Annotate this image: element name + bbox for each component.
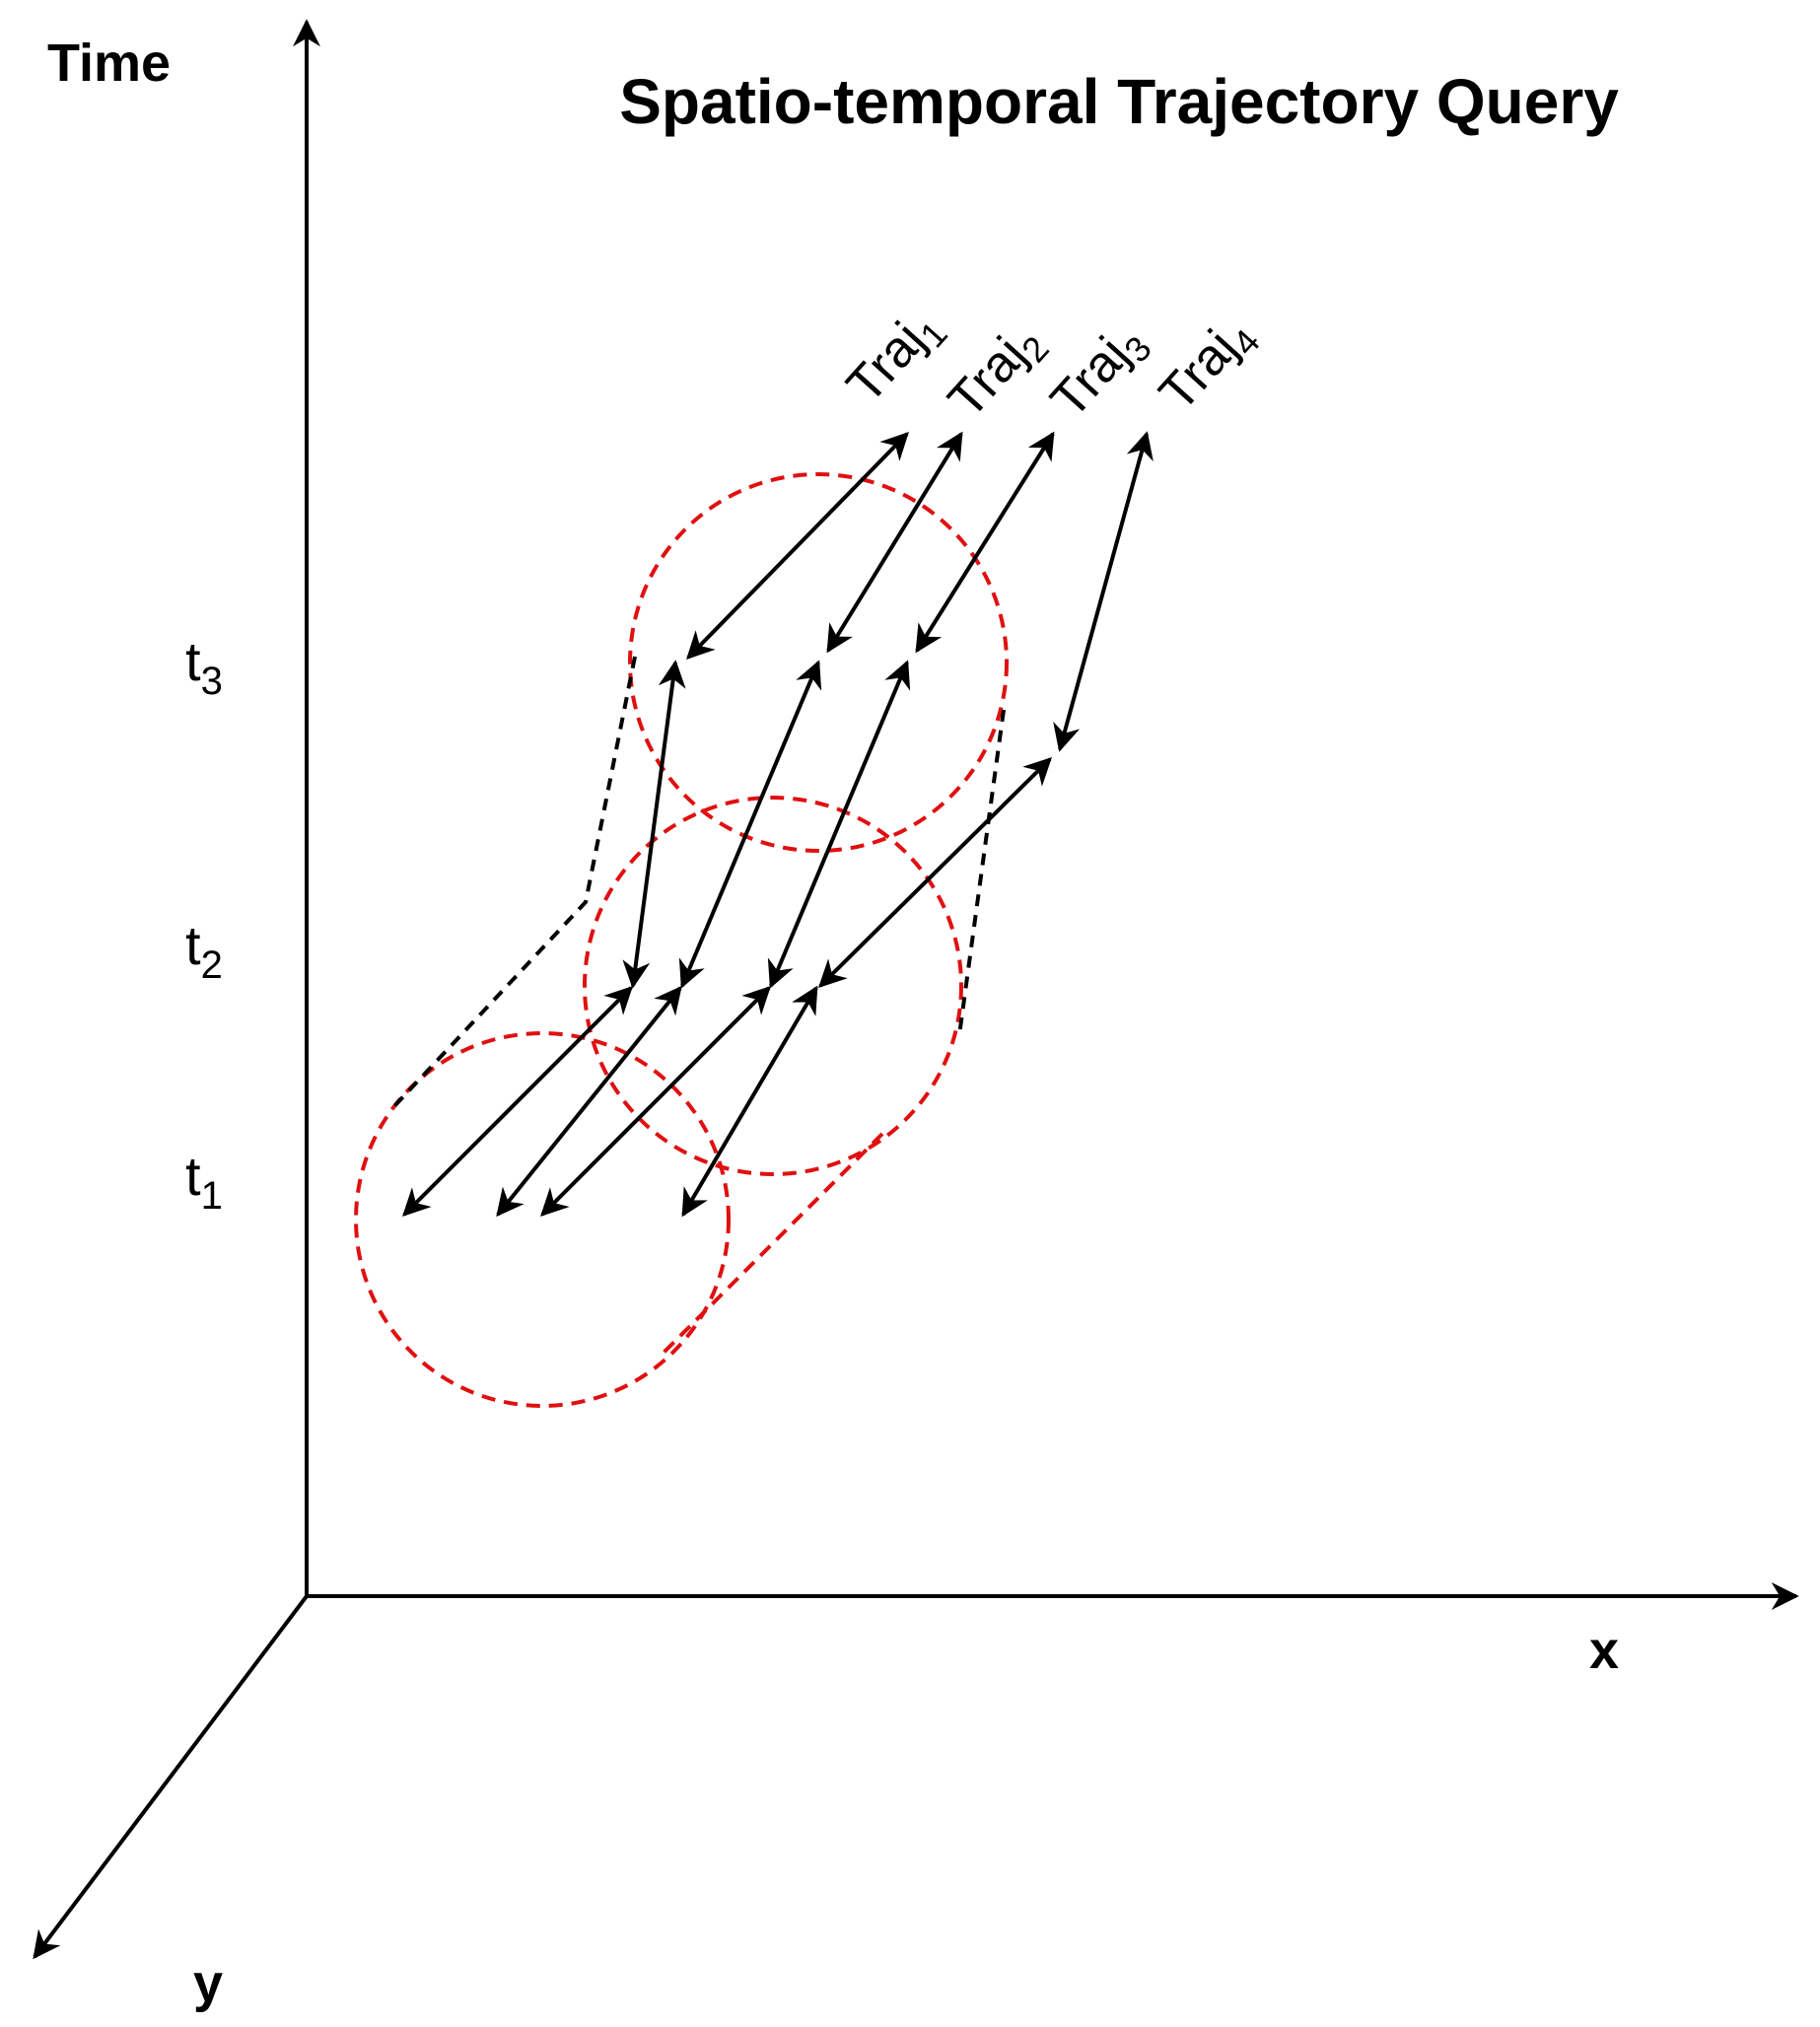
traj-label-2: Traj2 bbox=[938, 312, 1057, 434]
time-mark-sub: 3 bbox=[201, 660, 223, 703]
sweep-edge-left bbox=[392, 656, 637, 1108]
traj3-segment-to-label bbox=[915, 431, 1055, 654]
traj2-segment-t2-t3 bbox=[678, 660, 822, 989]
time-mark-base: t bbox=[185, 1145, 201, 1207]
time-mark-sub: 1 bbox=[201, 1174, 223, 1218]
traj1-segment-t2-t3 bbox=[622, 660, 686, 989]
time-mark-t2: t2 bbox=[185, 914, 223, 987]
traj4-segment-to-label bbox=[1053, 431, 1154, 752]
traj4-segment-t2-t3 bbox=[818, 757, 1052, 988]
time-marks: t1 t2 t3 bbox=[185, 630, 223, 1218]
traj1-segment-to-label bbox=[686, 431, 909, 661]
traj-label-1: Traj1 bbox=[836, 297, 955, 419]
traj3-segment-t1-t2 bbox=[540, 986, 771, 1217]
diagram-title: Spatio-temporal Trajectory Query bbox=[619, 66, 1619, 137]
query-circle-t1 bbox=[354, 1031, 731, 1408]
time-mark-base: t bbox=[185, 630, 201, 692]
trajectory-segments bbox=[402, 431, 1154, 1218]
trajectory-labels: Traj1 Traj2 Traj3 Traj4 bbox=[836, 297, 1268, 434]
query-regions bbox=[354, 472, 1009, 1408]
traj1-segment-t1-t2 bbox=[402, 986, 633, 1217]
time-mark-base: t bbox=[185, 914, 201, 976]
traj4-segment-t1-t2 bbox=[681, 985, 818, 1218]
x-axis-label: x bbox=[1589, 1621, 1619, 1680]
time-axis-label: Time bbox=[47, 34, 171, 93]
traj3-segment-t2-t3 bbox=[767, 660, 911, 989]
sweep-edge-red bbox=[657, 1132, 884, 1360]
time-mark-t3: t3 bbox=[185, 630, 223, 703]
y-axis-label: y bbox=[193, 1954, 223, 2013]
traj-label-4: Traj4 bbox=[1149, 305, 1268, 427]
axes bbox=[33, 19, 1799, 1960]
time-mark-t1: t1 bbox=[185, 1145, 223, 1218]
traj2-segment-to-label bbox=[826, 431, 963, 654]
y-axis bbox=[33, 1594, 309, 1960]
time-mark-sub: 2 bbox=[201, 944, 223, 987]
sweep-outline bbox=[392, 656, 1006, 1108]
traj-label-3: Traj3 bbox=[1040, 312, 1159, 434]
